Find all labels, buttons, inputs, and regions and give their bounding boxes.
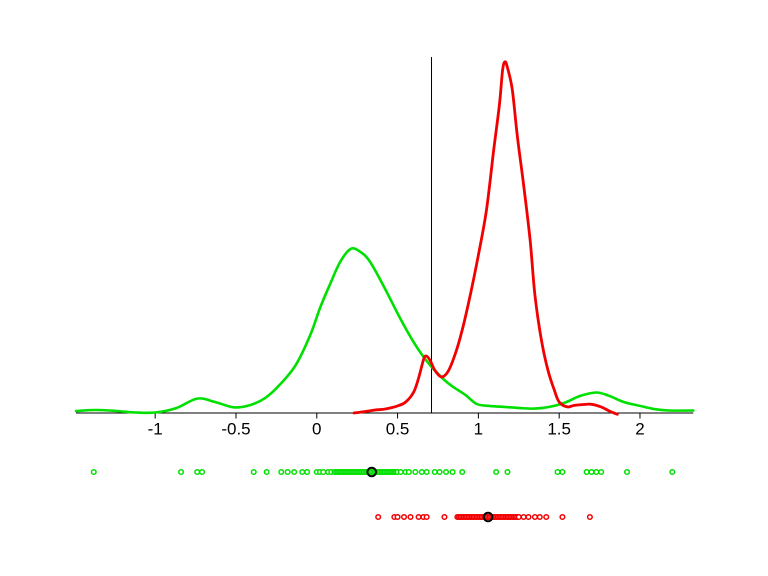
red-rug-point (415, 513, 422, 521)
green-rug-point (198, 468, 206, 476)
green-rug-point (291, 468, 298, 476)
red-rug-point (423, 513, 430, 521)
x-tick-label: 2 (635, 420, 644, 439)
green-density-curve (74, 247, 695, 415)
x-tick-label: 0.5 (386, 420, 410, 439)
green-rug-point (177, 468, 185, 476)
green-rug-median-marker (366, 466, 378, 478)
green-rug-point (598, 468, 605, 476)
red-rug-point (515, 513, 522, 521)
red-rug-point (586, 513, 593, 521)
green-rug-point (278, 468, 285, 476)
x-tick-label: -0.5 (221, 420, 250, 439)
green-rug-point (90, 468, 97, 476)
x-tick-label: -1 (148, 420, 163, 439)
green-rug-point (559, 468, 566, 476)
green-rug-point (504, 468, 511, 476)
green-rug-point (320, 468, 327, 476)
x-tick-label: 0 (312, 420, 321, 439)
green-rug-point (583, 468, 590, 476)
green-rug-point (449, 468, 456, 476)
red-rug-point (520, 513, 527, 521)
green-rug-point (623, 468, 631, 476)
green-rug-point (554, 468, 561, 476)
green-rug-point (418, 468, 425, 476)
red-density-curve (352, 60, 619, 416)
green-rug-point (459, 468, 466, 476)
green-rug-point (493, 468, 500, 476)
green-rug-point (588, 468, 595, 476)
green-rug-point (284, 468, 291, 476)
red-rug-median-marker (482, 511, 494, 523)
red-rug-point (536, 513, 543, 521)
green-rug-point (431, 468, 438, 476)
red-rug-point (525, 513, 532, 521)
green-rug-point (263, 468, 270, 476)
green-rug-point (405, 468, 412, 476)
red-rug-point (407, 513, 414, 521)
green-rug-point (443, 468, 450, 476)
green-rug-point (397, 468, 404, 476)
red-rug-point (375, 513, 382, 521)
x-tick-label: 1.5 (547, 420, 571, 439)
green-rug-point (412, 468, 419, 476)
green-rug-point (423, 468, 430, 476)
green-rug-point (669, 468, 676, 476)
green-rug-point (436, 468, 443, 476)
green-rug-point (194, 468, 201, 476)
green-rug-point (250, 468, 257, 476)
green-rug-point (299, 468, 306, 476)
red-rug-point (400, 513, 408, 521)
red-rug-point (543, 513, 550, 521)
green-rug-point (593, 468, 600, 476)
red-rug-point (559, 513, 566, 521)
red-rug-point (441, 513, 448, 521)
green-rug-point (304, 468, 311, 476)
x-tick-label: 1 (474, 420, 483, 439)
red-rug-point (531, 513, 538, 521)
red-rug-point (394, 513, 401, 521)
